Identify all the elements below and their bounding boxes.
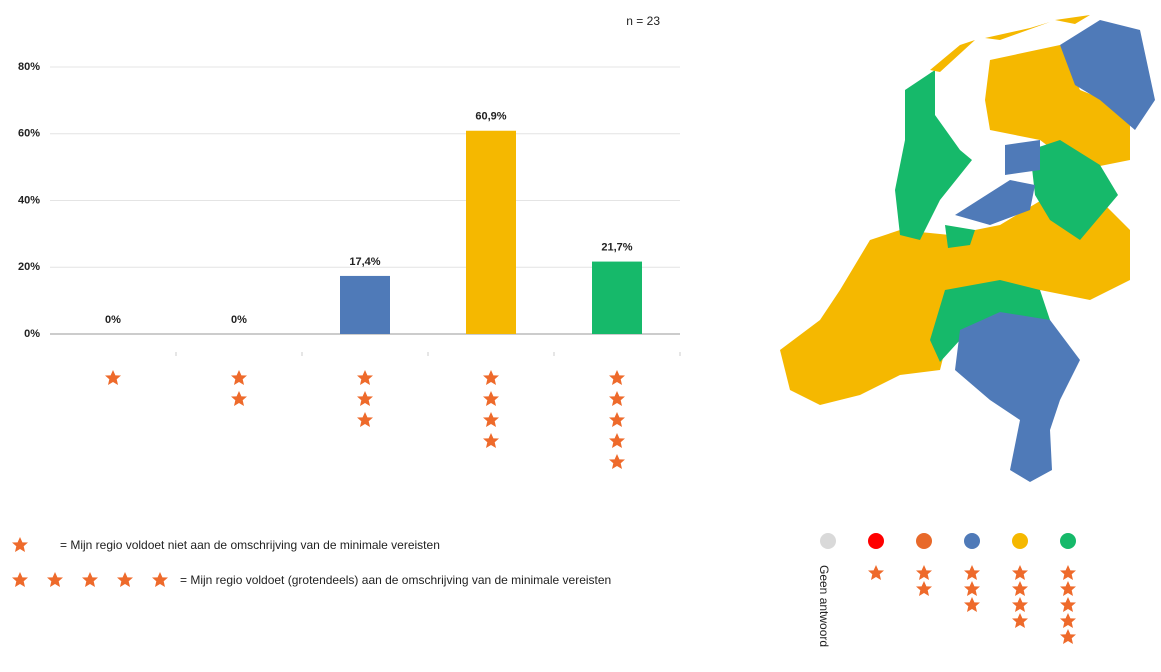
star-icon [12, 572, 28, 587]
star-icon [609, 454, 625, 469]
star-icon [1060, 629, 1076, 644]
star-icon [483, 433, 499, 448]
value-label: 0% [105, 314, 121, 326]
map-legend-dot [1012, 533, 1028, 549]
bar [466, 130, 516, 334]
star-icon [1012, 565, 1028, 580]
star-icon [868, 565, 884, 580]
star-icon [609, 433, 625, 448]
star-icon [1060, 565, 1076, 580]
star-icon [357, 370, 373, 385]
map-legend-dot [1060, 533, 1076, 549]
star-icon [1012, 581, 1028, 596]
y-tick-label: 80% [18, 61, 40, 73]
star-icon [964, 597, 980, 612]
star-icon [916, 581, 932, 596]
map [780, 15, 1155, 482]
star-icon [12, 537, 28, 552]
star-icon [357, 391, 373, 406]
map-legend-dot [820, 533, 836, 549]
bar [340, 275, 390, 334]
map-legend-dot [868, 533, 884, 549]
star-icon [82, 572, 98, 587]
star-icon [964, 581, 980, 596]
star-icon [609, 412, 625, 427]
star-icon [609, 370, 625, 385]
sample-size: n = 23 [626, 14, 660, 28]
star-icon [1060, 613, 1076, 628]
y-tick-label: 20% [18, 261, 40, 273]
y-tick-label: 0% [24, 328, 40, 340]
value-label: 21,7% [601, 241, 632, 253]
star-icon [117, 572, 133, 587]
map-legend-dot [964, 533, 980, 549]
star-icon [105, 370, 121, 385]
star-icon [231, 391, 247, 406]
bar [592, 261, 642, 334]
star-icon [1060, 581, 1076, 596]
star-icon [1060, 597, 1076, 612]
star-icon [231, 370, 247, 385]
star-icon [1012, 597, 1028, 612]
star-icon [483, 370, 499, 385]
value-label: 60,9% [475, 111, 506, 123]
star-icon [1012, 613, 1028, 628]
star-icon [357, 412, 373, 427]
map-legend-dot [916, 533, 932, 549]
star-icon [483, 412, 499, 427]
y-tick-label: 40% [18, 194, 40, 206]
star-icon [964, 565, 980, 580]
value-label: 0% [231, 314, 247, 326]
no-answer-label: Geen antwoord [817, 565, 831, 647]
value-label: 17,4% [349, 256, 380, 268]
star-icon [609, 391, 625, 406]
star-icon [916, 565, 932, 580]
star-icon [483, 391, 499, 406]
star-icon [47, 572, 63, 587]
legend-low: = Mijn regio voldoet niet aan de omschri… [60, 538, 440, 552]
star-icon [152, 572, 168, 587]
y-tick-label: 60% [18, 128, 40, 140]
legend-high: = Mijn regio voldoet (grotendeels) aan d… [180, 573, 611, 587]
